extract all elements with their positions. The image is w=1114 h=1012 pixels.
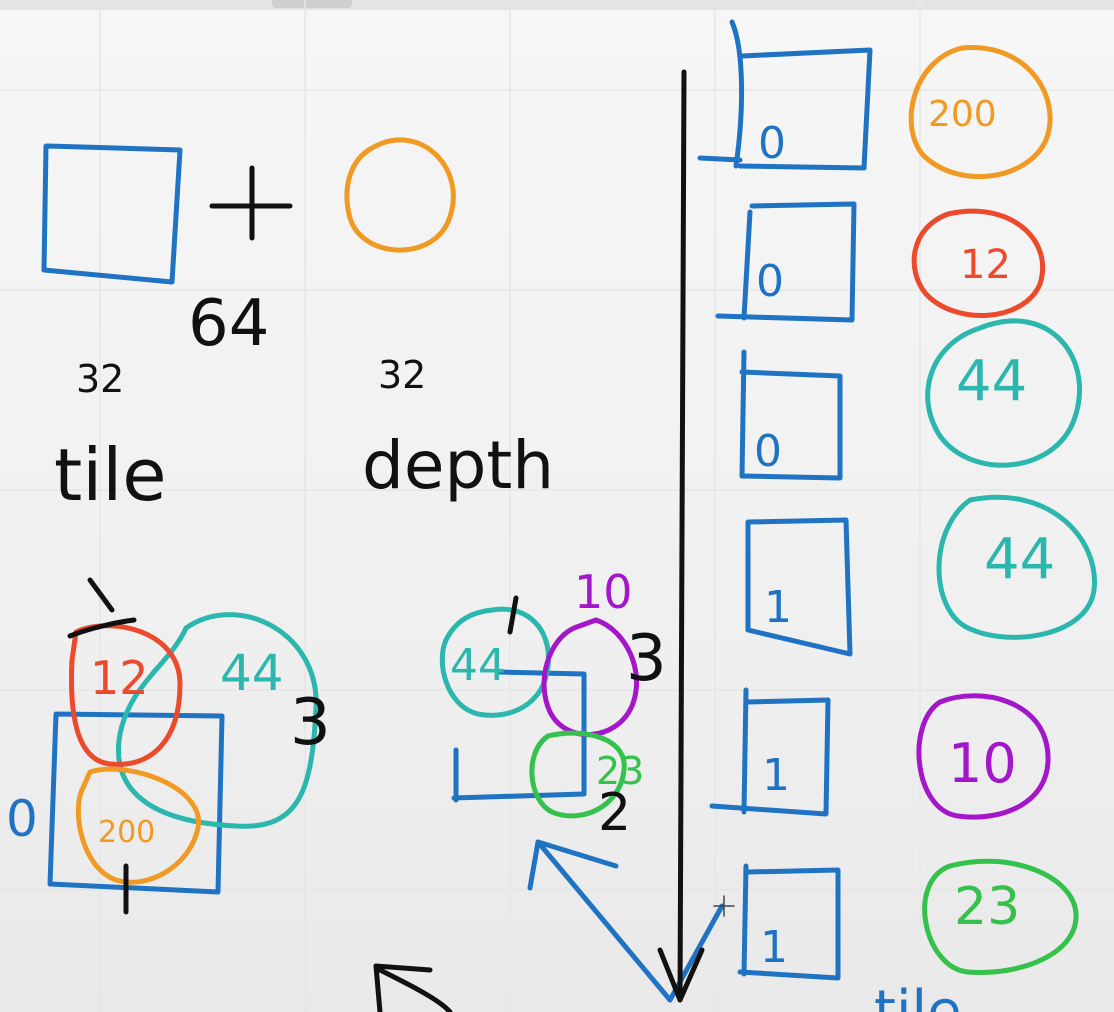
label-depth: depth [362,427,554,504]
column-circle-10 [916,693,1051,820]
left-teal-blob [116,612,319,829]
left-label-200: 200 [98,815,155,850]
column-circle-23 [922,858,1079,975]
blue-arrow [527,839,725,1003]
column-box-label: 0 [758,118,786,169]
column-value-label: 23 [954,877,1020,937]
column-value-label: 12 [960,242,1011,288]
cursor-crosshair-icon [713,895,735,917]
column-value-label: 200 [928,94,997,135]
plus-sign-stroke [209,165,293,241]
partial-arrow [373,963,453,1012]
tile-square-stroke [41,143,183,285]
column-value-label: 44 [956,349,1027,414]
right-label-tile: tile [874,979,962,1012]
left-red-circle [68,623,183,767]
column-circle-12 [911,208,1046,318]
column-box-label: 0 [754,426,782,477]
column-circle-44b [936,494,1097,640]
mid-green-circle [529,730,627,819]
label-tile-32: 32 [76,357,124,401]
toolbar-handle[interactable] [272,0,352,8]
left-marks [67,577,137,915]
mid-label-10: 10 [574,565,633,619]
left-label-0: 0 [6,790,38,848]
column-box-label: 1 [762,750,790,801]
left-label-44: 44 [220,644,284,702]
column-value-label: 10 [948,732,1017,795]
left-label-12: 12 [90,651,149,705]
mid-label-44: 44 [450,640,506,691]
depth-circle-stroke [344,137,456,253]
mid-label-3: 3 [626,622,667,696]
mid-tile-square [451,669,587,803]
left-label-3: 3 [290,686,331,760]
top-toolbar-strip [0,0,1114,10]
column-texts: 0 200 0 12 0 44 1 44 1 10 1 23 [754,94,1055,973]
column-box-label: 1 [764,582,792,633]
column-box-label: 0 [756,256,784,307]
black-arrow [657,69,705,1003]
label-tile: tile [54,433,167,517]
column-value-label: 44 [984,527,1055,592]
column-circle-200 [908,45,1053,180]
left-orange-circle [75,766,201,885]
label-depth-32: 32 [378,353,426,397]
column-box-label: 1 [760,922,788,973]
mid-marks [507,595,519,635]
left-tile-square [47,711,225,895]
column-circle-44a [925,318,1082,468]
label-64: 64 [188,287,269,361]
mid-teal-circle [439,606,551,718]
column-tile-boxes [697,19,873,981]
mid-label-2: 2 [598,783,631,843]
mid-label-23: 23 [596,749,644,793]
mid-purple-circle [541,617,639,737]
